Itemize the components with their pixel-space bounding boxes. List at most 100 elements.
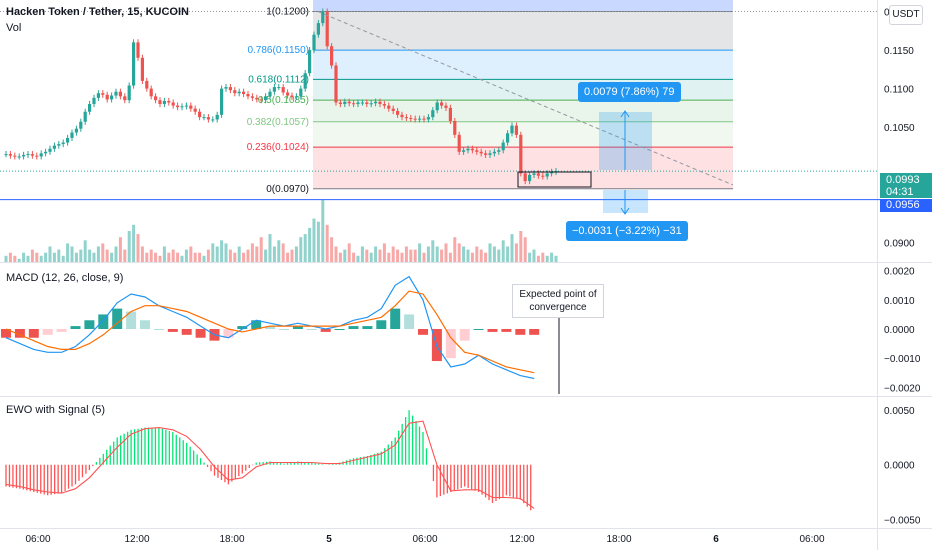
volume-bar bbox=[22, 252, 26, 262]
volume-bar bbox=[88, 249, 92, 262]
candle-body bbox=[396, 110, 400, 115]
bar-countdown: 04:31 bbox=[886, 186, 914, 198]
time-axis-label: 18:00 bbox=[606, 534, 631, 545]
macd-histogram-bar bbox=[487, 329, 498, 332]
macd-histogram-bar bbox=[279, 329, 289, 330]
candle-body bbox=[448, 107, 452, 121]
macd-histogram-bar bbox=[98, 314, 109, 329]
candle-body bbox=[30, 154, 34, 156]
currency-button[interactable]: USDT bbox=[889, 5, 923, 25]
candle-body bbox=[66, 137, 70, 143]
candle-body bbox=[123, 96, 127, 101]
macd-pane-title[interactable]: MACD (12, 26, close, 9) bbox=[6, 272, 124, 284]
volume-bar bbox=[510, 234, 514, 262]
macd-histogram-bar bbox=[445, 329, 456, 359]
volume-bar bbox=[330, 237, 334, 262]
volume-bar bbox=[61, 255, 65, 262]
candle-body bbox=[479, 151, 483, 154]
macd-histogram-bar bbox=[418, 329, 428, 335]
candle-body bbox=[418, 118, 422, 120]
fib-zone bbox=[313, 50, 733, 80]
volume-bar bbox=[470, 252, 474, 262]
fib-level-label: 0.236(0.1024) bbox=[247, 142, 309, 153]
volume-bar bbox=[545, 255, 549, 262]
volume-bar bbox=[453, 237, 457, 262]
candle-body bbox=[303, 73, 307, 89]
measure-down-label[interactable]: −0.0031 (−3.22%) −31 bbox=[566, 221, 688, 241]
candle-body bbox=[286, 92, 290, 96]
last-price-tag: 0.0993 04:31 bbox=[880, 173, 932, 198]
volume-bar bbox=[391, 246, 395, 262]
candle-body bbox=[365, 102, 369, 105]
volume-bar bbox=[374, 246, 378, 262]
candle-body bbox=[220, 88, 224, 115]
candle-body bbox=[510, 125, 514, 134]
macd-histogram-bar bbox=[320, 329, 331, 332]
volume-bar bbox=[435, 246, 439, 262]
volume-bar bbox=[299, 237, 303, 262]
volume-bar bbox=[365, 249, 369, 262]
macd-axis-label: −0.0020 bbox=[884, 383, 921, 394]
volume-bar bbox=[347, 243, 351, 262]
volume-bar bbox=[246, 249, 250, 262]
candle-body bbox=[35, 155, 39, 157]
candle-body bbox=[334, 65, 338, 103]
volume-bar bbox=[426, 246, 430, 262]
volume-bar bbox=[4, 255, 8, 262]
candle-body bbox=[444, 105, 448, 108]
volume-bar bbox=[13, 255, 17, 262]
candle-body bbox=[259, 99, 263, 101]
volume-bar bbox=[431, 240, 435, 262]
volume-bar bbox=[127, 231, 131, 262]
symbol-title[interactable]: Hacken Token / Tether, 15, KUCOIN bbox=[6, 6, 189, 18]
volume-bar bbox=[242, 252, 246, 262]
fib-zone bbox=[313, 147, 733, 189]
macd-axis-label: 0.0010 bbox=[884, 296, 915, 307]
macd-histogram-bar bbox=[195, 329, 206, 338]
candle-body bbox=[140, 57, 144, 81]
price-axis-label: 0.0900 bbox=[884, 239, 915, 250]
volume-bar bbox=[444, 243, 448, 262]
candle-body bbox=[316, 23, 320, 35]
volume-bar bbox=[48, 246, 52, 262]
candle-body bbox=[356, 102, 360, 105]
horizontal-line-price-tag: 0.0956 bbox=[880, 199, 932, 212]
candle-body bbox=[101, 93, 105, 95]
volume-bar bbox=[325, 224, 329, 262]
candle-body bbox=[145, 80, 149, 89]
measure-up-label[interactable]: 0.0079 (7.86%) 79 bbox=[578, 82, 681, 102]
volume-bar bbox=[237, 246, 241, 262]
volume-bar bbox=[96, 246, 100, 262]
volume-bar bbox=[228, 249, 232, 262]
volume-bar bbox=[440, 249, 444, 262]
volume-bar bbox=[268, 234, 272, 262]
candle-body bbox=[171, 102, 175, 106]
volume-bar bbox=[286, 252, 290, 262]
candle-body bbox=[484, 153, 488, 155]
volume-bar bbox=[360, 246, 364, 262]
macd-histogram-bar bbox=[515, 329, 526, 335]
candle-body bbox=[506, 133, 510, 143]
time-axis-label: 12:00 bbox=[124, 534, 149, 545]
volume-bar bbox=[162, 246, 166, 262]
measure-down-arrowhead bbox=[620, 207, 630, 215]
volume-bar bbox=[39, 255, 43, 262]
volume-bar bbox=[149, 249, 153, 262]
candle-body bbox=[246, 94, 250, 97]
macd-axis-label: 0.0020 bbox=[884, 267, 915, 278]
convergence-note[interactable]: Expected point of convergence bbox=[512, 284, 604, 318]
candle-body bbox=[338, 102, 342, 105]
volume-bar bbox=[457, 243, 461, 262]
candle-body bbox=[70, 132, 74, 138]
candle-body bbox=[61, 142, 65, 145]
ewo-pane-title[interactable]: EWO with Signal (5) bbox=[6, 404, 106, 416]
candle-body bbox=[382, 104, 386, 106]
volume-bar bbox=[154, 252, 158, 262]
candle-body bbox=[387, 105, 391, 109]
candle-body bbox=[189, 105, 193, 109]
candle-body bbox=[391, 108, 395, 111]
volume-bar bbox=[316, 221, 320, 262]
volume-bar bbox=[123, 249, 127, 262]
